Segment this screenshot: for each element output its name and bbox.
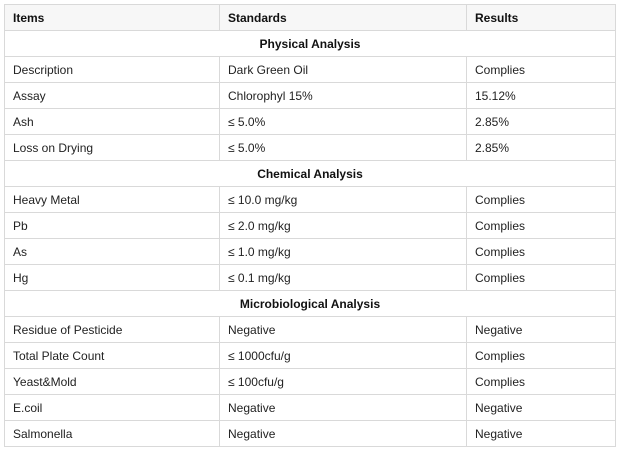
item-cell: Total Plate Count [4, 342, 220, 369]
standard-cell: Negative [219, 316, 467, 343]
item-cell: Hg [4, 264, 220, 291]
standard-cell: Negative [219, 420, 467, 447]
result-cell: 15.12% [466, 82, 616, 109]
standard-cell: ≤ 10.0 mg/kg [219, 186, 467, 213]
table-row: Hg ≤ 0.1 mg/kg Complies [4, 264, 616, 291]
result-cell: Complies [466, 212, 616, 239]
standard-cell: Dark Green Oil [219, 56, 467, 83]
item-cell: Ash [4, 108, 220, 135]
item-cell: Residue of Pesticide [4, 316, 220, 343]
result-cell: 2.85% [466, 108, 616, 135]
item-cell: Pb [4, 212, 220, 239]
result-cell: Complies [466, 238, 616, 265]
table-row: Ash ≤ 5.0% 2.85% [4, 108, 616, 135]
result-cell: Negative [466, 420, 616, 447]
item-cell: Heavy Metal [4, 186, 220, 213]
item-cell: As [4, 238, 220, 265]
standard-cell: ≤ 1000cfu/g [219, 342, 467, 369]
result-cell: Complies [466, 56, 616, 83]
standard-cell: ≤ 100cfu/g [219, 368, 467, 395]
section-row-microbiological: Microbiological Analysis [4, 290, 616, 317]
result-cell: Negative [466, 316, 616, 343]
table-row: Loss on Drying ≤ 5.0% 2.85% [4, 134, 616, 161]
result-cell: Complies [466, 186, 616, 213]
header-standards: Standards [219, 4, 467, 31]
section-row-chemical: Chemical Analysis [4, 160, 616, 187]
item-cell: Description [4, 56, 220, 83]
result-cell: Negative [466, 394, 616, 421]
table-row: Yeast&Mold ≤ 100cfu/g Complies [4, 368, 616, 395]
specification-table: Items Standards Results Physical Analysi… [4, 4, 616, 447]
table-row: Salmonella Negative Negative [4, 420, 616, 447]
section-title: Chemical Analysis [4, 160, 616, 187]
item-cell: Assay [4, 82, 220, 109]
section-row-physical: Physical Analysis [4, 30, 616, 57]
standard-cell: ≤ 0.1 mg/kg [219, 264, 467, 291]
standard-cell: ≤ 1.0 mg/kg [219, 238, 467, 265]
result-cell: Complies [466, 368, 616, 395]
header-items: Items [4, 4, 220, 31]
item-cell: Loss on Drying [4, 134, 220, 161]
table-row: Heavy Metal ≤ 10.0 mg/kg Complies [4, 186, 616, 213]
header-row: Items Standards Results [4, 4, 616, 31]
item-cell: Salmonella [4, 420, 220, 447]
section-title: Physical Analysis [4, 30, 616, 57]
table-row: As ≤ 1.0 mg/kg Complies [4, 238, 616, 265]
result-cell: Complies [466, 264, 616, 291]
header-results: Results [466, 4, 616, 31]
section-title: Microbiological Analysis [4, 290, 616, 317]
table-row: Assay Chlorophyl 15% 15.12% [4, 82, 616, 109]
standard-cell: ≤ 5.0% [219, 134, 467, 161]
result-cell: Complies [466, 342, 616, 369]
item-cell: Yeast&Mold [4, 368, 220, 395]
result-cell: 2.85% [466, 134, 616, 161]
table-row: Description Dark Green Oil Complies [4, 56, 616, 83]
standard-cell: Negative [219, 394, 467, 421]
standard-cell: ≤ 5.0% [219, 108, 467, 135]
table-row: Residue of Pesticide Negative Negative [4, 316, 616, 343]
item-cell: E.coil [4, 394, 220, 421]
standard-cell: ≤ 2.0 mg/kg [219, 212, 467, 239]
standard-cell: Chlorophyl 15% [219, 82, 467, 109]
table-row: Pb ≤ 2.0 mg/kg Complies [4, 212, 616, 239]
table-row: E.coil Negative Negative [4, 394, 616, 421]
table-row: Total Plate Count ≤ 1000cfu/g Complies [4, 342, 616, 369]
